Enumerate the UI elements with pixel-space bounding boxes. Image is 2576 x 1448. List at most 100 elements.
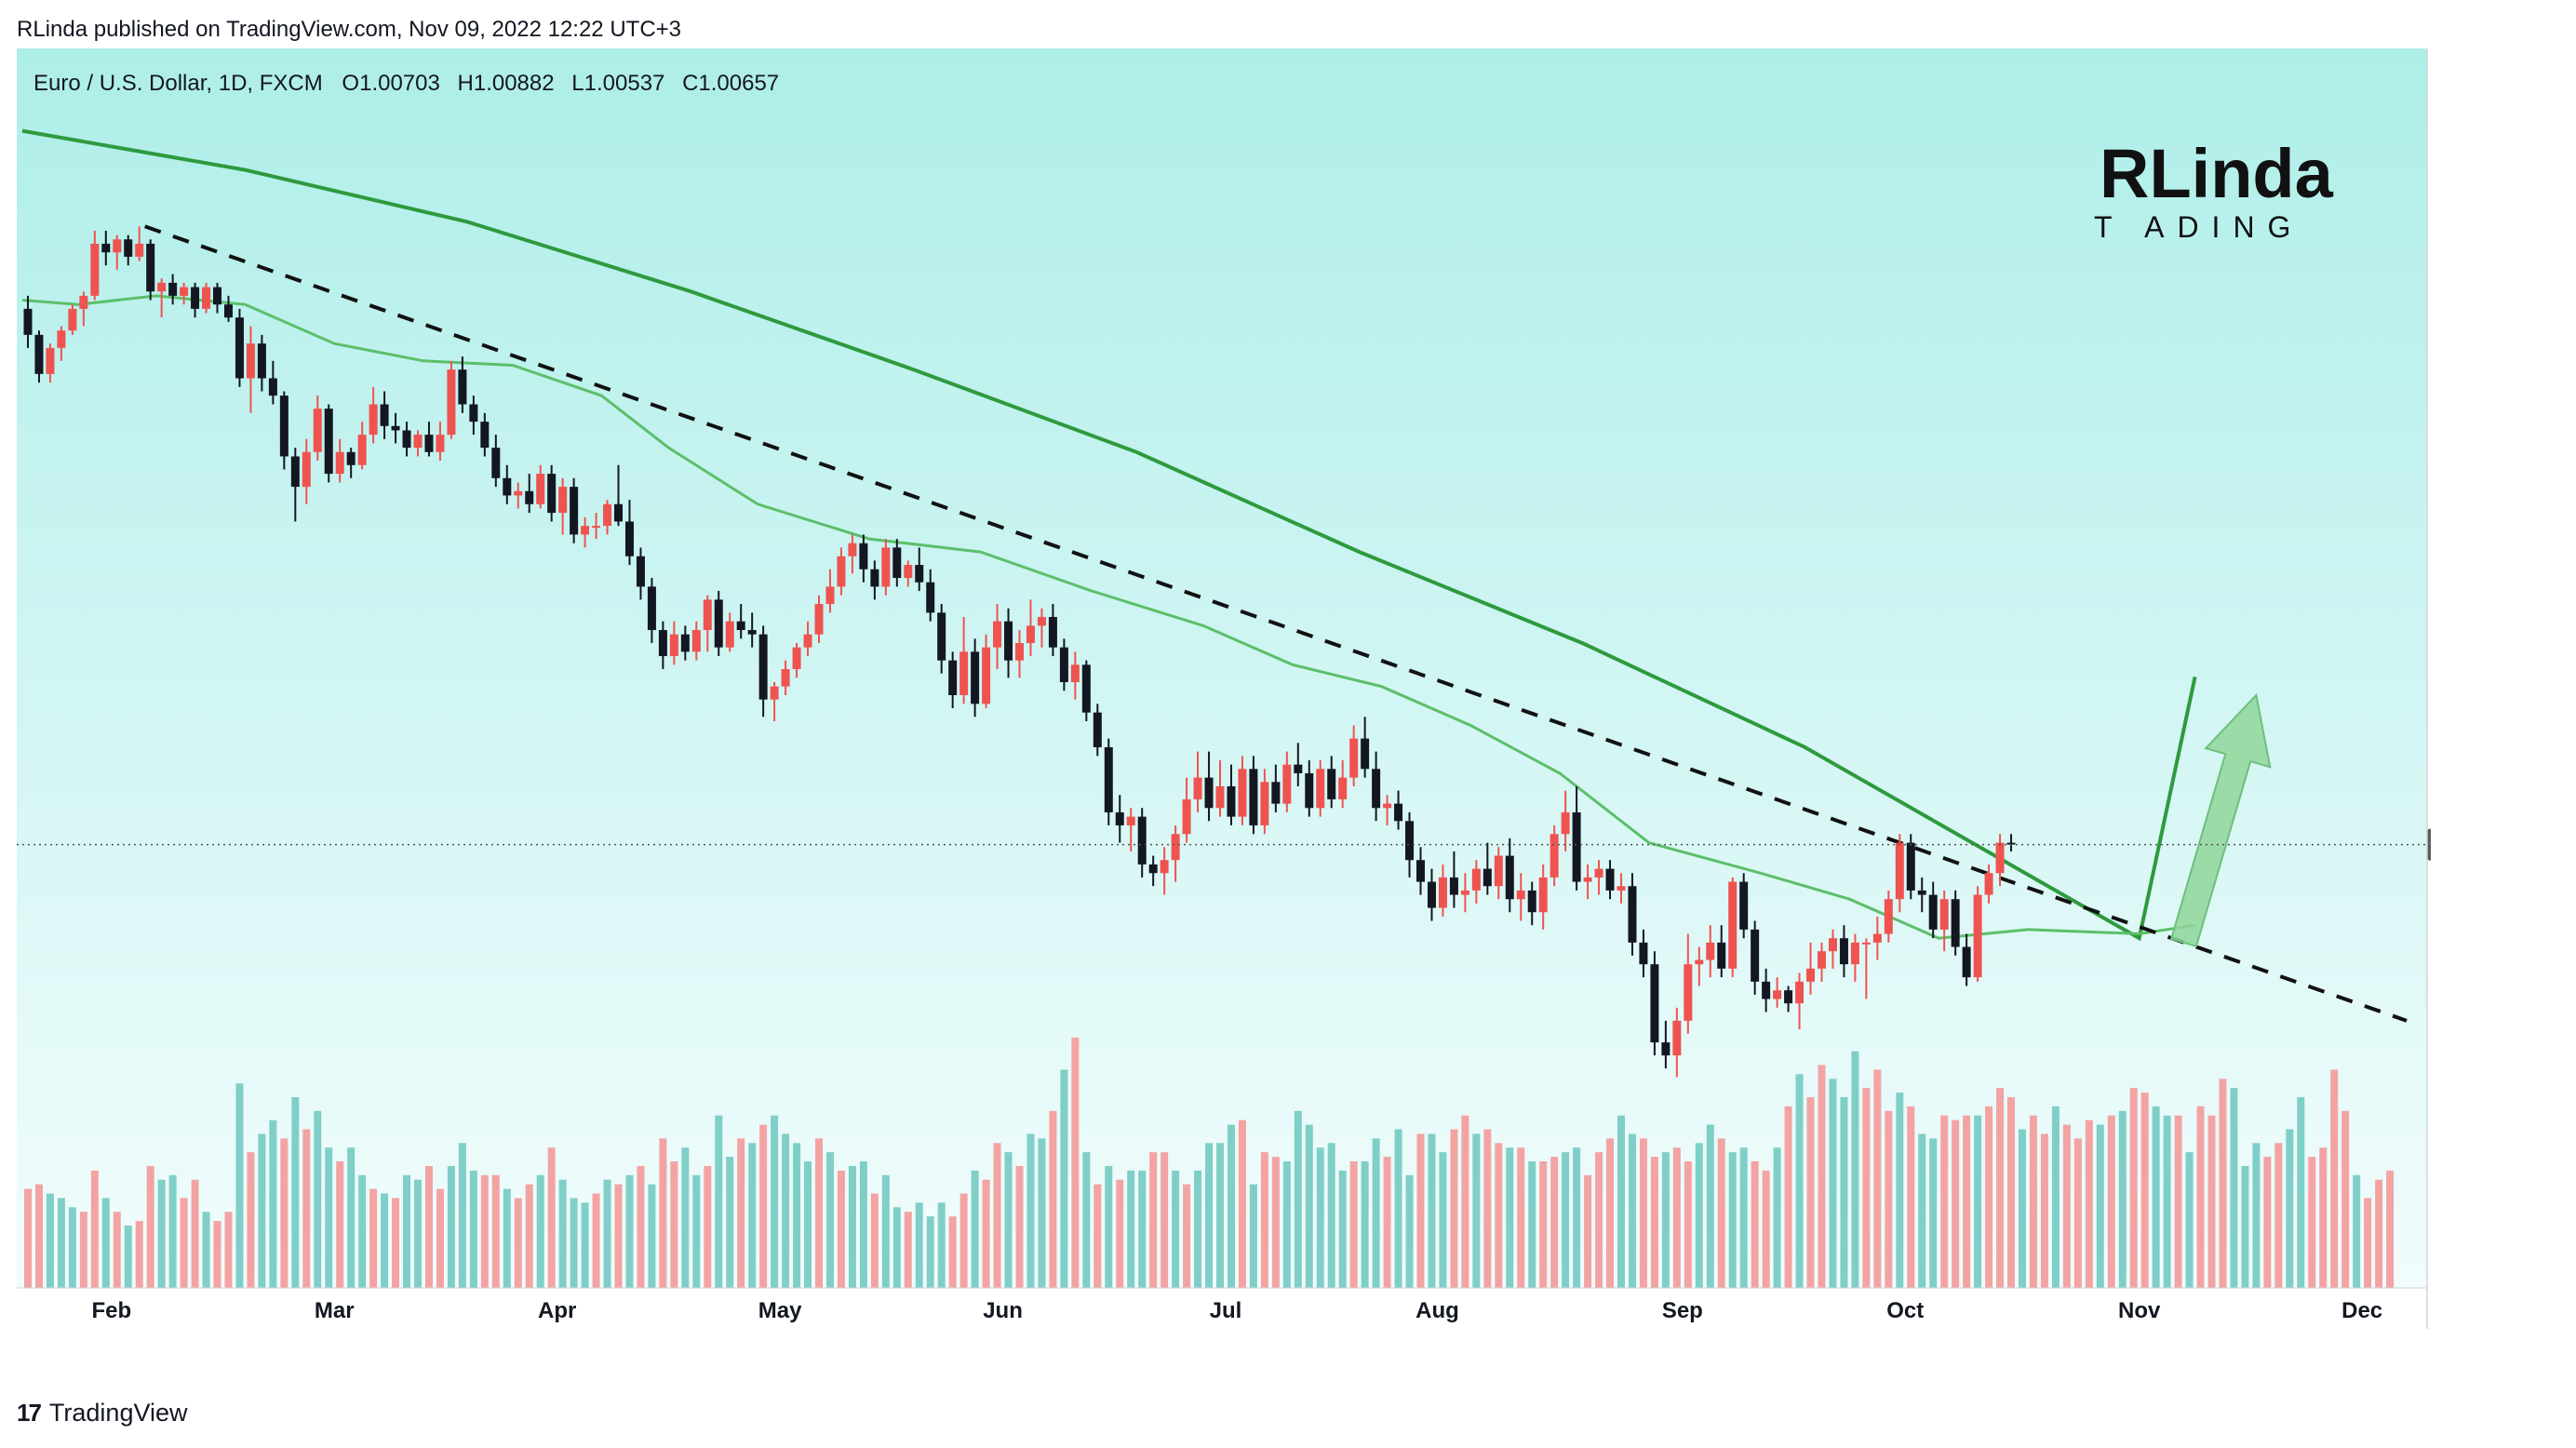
candle-body [68,308,77,331]
tradingview-footer[interactable]: 17 TradingView [17,1399,188,1428]
candle-body [1081,664,1091,713]
volume-bar [625,1174,634,1290]
volume-bar [959,1193,968,1290]
volume-bar [1071,1037,1080,1290]
volume-bar [915,1202,923,1290]
candle-body [603,503,612,527]
volume-bar [1739,1147,1748,1290]
low-value: L1.00537 [571,71,664,96]
candle-body [1717,942,1726,969]
chart-svg[interactable]: 1.00657USD1.180001.160001.140001.120001.… [17,48,2431,1329]
trendline [144,224,2408,1023]
volume-bar [681,1147,690,1290]
volume-bar [892,1207,901,1290]
candle-body [993,621,1002,648]
candle-body [636,556,645,587]
candle-body [1505,855,1514,900]
month-tick-label: Feb [91,1298,131,1323]
logo-text-sub: T ADING [2094,210,2303,244]
volume-bar [1762,1170,1770,1290]
candle-body [1839,938,1848,965]
volume-bar [837,1170,845,1290]
volume-bar [2007,1097,2016,1290]
volume-bar [2386,1170,2395,1290]
volume-bar [1650,1157,1658,1290]
volume-bar [90,1170,99,1290]
volume-bar [1851,1051,1859,1290]
rlinda-logo: RLinda T ADING [2094,135,2334,244]
candle-body [101,243,111,253]
volume-bar [1405,1174,1414,1290]
candle-body [669,634,678,657]
volume-bar [1773,1147,1781,1290]
published-by-text: RLinda published on TradingView.com, Nov… [17,17,682,42]
volume-bar [1896,1093,1904,1290]
volume-bar [2163,1115,2171,1290]
candle-body [1361,738,1370,770]
volume-bar [948,1216,957,1290]
volume-bar [1316,1147,1324,1290]
candle-body [1238,769,1247,817]
candle-body [837,556,846,587]
candle-body [79,295,88,309]
ma-fast-line [21,294,2195,940]
volume-bar [1695,1143,1703,1290]
candle-body [948,660,958,695]
volume-bar [859,1161,867,1290]
candle-body [525,490,534,504]
candle-body [223,304,233,318]
candle-body [1895,842,1904,900]
candle-body [915,565,924,583]
candle-body [892,547,902,579]
candle-body [1884,899,1893,934]
candle-body [1828,938,1837,952]
volume-bar [1506,1147,1514,1290]
candle-body [491,448,501,478]
candle-body [770,686,779,700]
volume-bar [1606,1138,1615,1290]
candle-body [1394,803,1403,822]
candle-body [1227,785,1236,817]
candle-body [113,239,122,253]
candle-body [202,287,211,309]
candle-body [1305,772,1314,809]
candle-body [235,317,244,379]
candle-body [570,487,579,535]
candle-body [458,369,467,405]
candle-body [624,521,634,556]
ma-slow-line [21,128,2197,942]
candle-body [424,435,434,452]
volume-bar [1818,1065,1826,1290]
volume-bar [1940,1115,1949,1290]
volume-bar [1149,1152,1158,1290]
volume-bar [1238,1120,1246,1290]
volume-bar [1584,1174,1592,1290]
candle-body [1962,946,1971,978]
candle-body [1739,881,1749,930]
candle-body [1728,881,1737,969]
volume-bar [1595,1152,1603,1290]
month-tick-label: Sep [1662,1298,1703,1323]
volume-bar [369,1188,378,1290]
price-chart[interactable]: 1.00657USD1.180001.160001.140001.120001.… [17,48,2431,1329]
candle-body [1260,782,1269,825]
month-tick-label: Dec [2341,1298,2382,1323]
candle-body [736,621,745,631]
volume-bar [1138,1170,1147,1290]
volume-bar [1461,1115,1469,1290]
volume-bar [1093,1184,1102,1290]
volume-bar [1661,1152,1670,1290]
volume-bar [1004,1152,1013,1290]
volume-bar [1172,1170,1180,1290]
volume-bar [1026,1133,1035,1290]
volume-bar [34,1184,43,1290]
candle-body [246,343,255,379]
candle-body [1059,647,1068,683]
volume-bar [314,1110,322,1290]
volume-bar [458,1143,466,1290]
high-value: H1.00882 [458,71,555,96]
candle-body [380,404,389,426]
volume-bar [1806,1097,1815,1290]
candle-body [547,474,557,514]
volume-bar [2062,1124,2071,1290]
